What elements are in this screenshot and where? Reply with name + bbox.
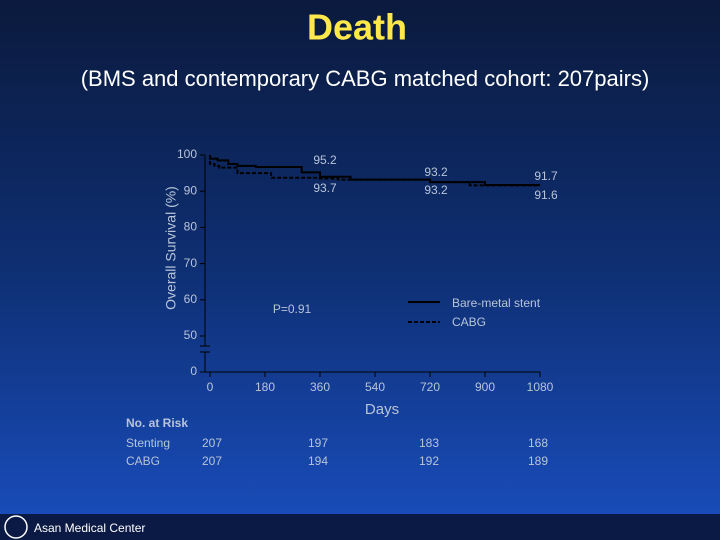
annotation: 91.6 (534, 188, 558, 202)
risk-value: 168 (528, 436, 548, 450)
y-tick-label: 0 (190, 364, 197, 378)
y-tick-label: 60 (184, 292, 198, 306)
x-tick-label: 900 (475, 380, 495, 394)
annotation: 93.2 (424, 183, 448, 197)
y-tick-label: 70 (184, 256, 198, 270)
annotation: 91.7 (534, 169, 558, 183)
footer-text: Asan Medical Center (34, 521, 145, 535)
risk-value: 194 (308, 454, 328, 468)
risk-value: 183 (419, 436, 439, 450)
footer-bar (0, 514, 720, 540)
y-axis-label: Overall Survival (%) (163, 186, 179, 310)
logo (4, 515, 28, 539)
y-tick-label: 100 (177, 147, 197, 161)
annotation: 93.2 (424, 165, 448, 179)
annotation: 93.7 (313, 181, 337, 195)
risk-row-label: Stenting (126, 436, 170, 450)
legend-label: CABG (452, 315, 486, 329)
x-tick-label: 360 (310, 380, 330, 394)
subtitle: (BMS and contemporary CABG matched cohor… (81, 66, 650, 91)
risk-value: 189 (528, 454, 548, 468)
x-axis-label: Days (365, 401, 399, 418)
risk-value: 207 (202, 454, 222, 468)
x-tick-label: 540 (365, 380, 385, 394)
y-tick-label: 80 (184, 220, 198, 234)
x-tick-label: 1080 (527, 380, 554, 394)
x-tick-label: 720 (420, 380, 440, 394)
y-tick-label: 50 (184, 328, 198, 342)
annotation: 95.2 (313, 153, 337, 167)
x-tick-label: 180 (255, 380, 275, 394)
risk-value: 207 (202, 436, 222, 450)
risk-value: 197 (308, 436, 328, 450)
legend-label: Bare-metal stent (452, 296, 541, 310)
survival-line (209, 155, 540, 187)
survival-line (209, 155, 540, 187)
risk-title: No. at Risk (126, 416, 188, 430)
title: Death (307, 7, 407, 48)
y-tick-label: 90 (184, 183, 198, 197)
risk-row-label: CABG (126, 454, 160, 468)
annotation: P=0.91 (273, 302, 312, 316)
risk-value: 192 (419, 454, 439, 468)
x-tick-label: 0 (207, 380, 214, 394)
